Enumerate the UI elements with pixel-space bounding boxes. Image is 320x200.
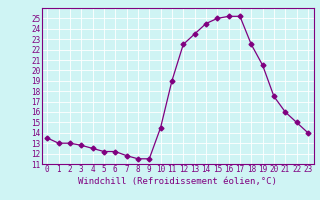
X-axis label: Windchill (Refroidissement éolien,°C): Windchill (Refroidissement éolien,°C): [78, 177, 277, 186]
